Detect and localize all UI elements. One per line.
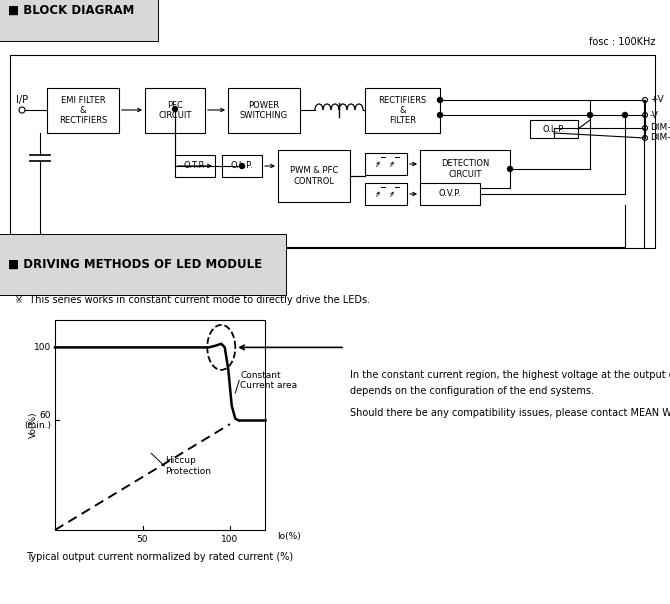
- Text: I/P: I/P: [16, 95, 28, 105]
- Text: fosc : 100KHz: fosc : 100KHz: [589, 37, 655, 47]
- Bar: [420, 150, 510, 188]
- Bar: [365, 153, 407, 175]
- Text: Typical output current normalized by rated current (%): Typical output current normalized by rat…: [26, 552, 293, 562]
- Text: ※  This series works in constant current mode to directly drive the LEDs.: ※ This series works in constant current …: [15, 295, 370, 305]
- Text: O.V.P.: O.V.P.: [439, 190, 462, 199]
- Text: EMI FILTER
&
RECTIFIERS: EMI FILTER & RECTIFIERS: [59, 95, 107, 126]
- Circle shape: [507, 167, 513, 172]
- Bar: [420, 183, 480, 205]
- Bar: [278, 150, 350, 202]
- Circle shape: [239, 164, 245, 169]
- Bar: [365, 183, 407, 205]
- Text: Vo(%): Vo(%): [29, 412, 38, 439]
- Text: ■ BLOCK DIAGRAM: ■ BLOCK DIAGRAM: [8, 4, 135, 17]
- Text: -V: -V: [650, 111, 659, 120]
- Bar: [145, 88, 205, 133]
- Text: 60
(min.): 60 (min.): [24, 411, 51, 430]
- Bar: [47, 88, 119, 133]
- Text: PWM & PFC
CONTROL: PWM & PFC CONTROL: [290, 166, 338, 185]
- Circle shape: [172, 106, 178, 112]
- Text: 50: 50: [137, 535, 148, 544]
- Bar: [55, 320, 265, 530]
- Text: O.T.P.: O.T.P.: [184, 161, 206, 170]
- Text: In the constant current region, the highest voltage at the output of the driver: In the constant current region, the high…: [350, 370, 670, 380]
- Text: Constant
Current area: Constant Current area: [241, 371, 297, 390]
- Bar: [365, 88, 440, 133]
- Bar: [10, 55, 655, 248]
- Text: O.L.P.: O.L.P.: [230, 161, 253, 170]
- Bar: [175, 155, 215, 177]
- Text: DIM-: DIM-: [650, 133, 670, 143]
- Text: RECTIFIERS
&
FILTER: RECTIFIERS & FILTER: [379, 95, 427, 126]
- Text: DIM+: DIM+: [650, 123, 670, 132]
- Circle shape: [438, 112, 442, 118]
- Text: 100: 100: [221, 535, 239, 544]
- Circle shape: [622, 112, 628, 118]
- Text: 100: 100: [34, 343, 51, 352]
- Bar: [222, 155, 262, 177]
- Text: depends on the configuration of the end systems.: depends on the configuration of the end …: [350, 386, 594, 396]
- Circle shape: [438, 97, 442, 103]
- Text: PFC
CIRCUIT: PFC CIRCUIT: [158, 101, 192, 120]
- Text: Io(%): Io(%): [277, 532, 301, 541]
- Bar: [530, 120, 578, 138]
- Text: POWER
SWITCHING: POWER SWITCHING: [240, 101, 288, 120]
- Bar: [228, 88, 300, 133]
- Text: +V: +V: [650, 95, 663, 104]
- Text: DETECTION
CIRCUIT: DETECTION CIRCUIT: [441, 159, 489, 179]
- Text: O.L.P.: O.L.P.: [543, 124, 565, 133]
- Text: Should there be any compatibility issues, please contact MEAN WELL.: Should there be any compatibility issues…: [350, 408, 670, 418]
- Text: Hiccup
Protection: Hiccup Protection: [165, 457, 212, 476]
- Circle shape: [588, 112, 592, 118]
- Text: ■ DRIVING METHODS OF LED MODULE: ■ DRIVING METHODS OF LED MODULE: [8, 258, 262, 271]
